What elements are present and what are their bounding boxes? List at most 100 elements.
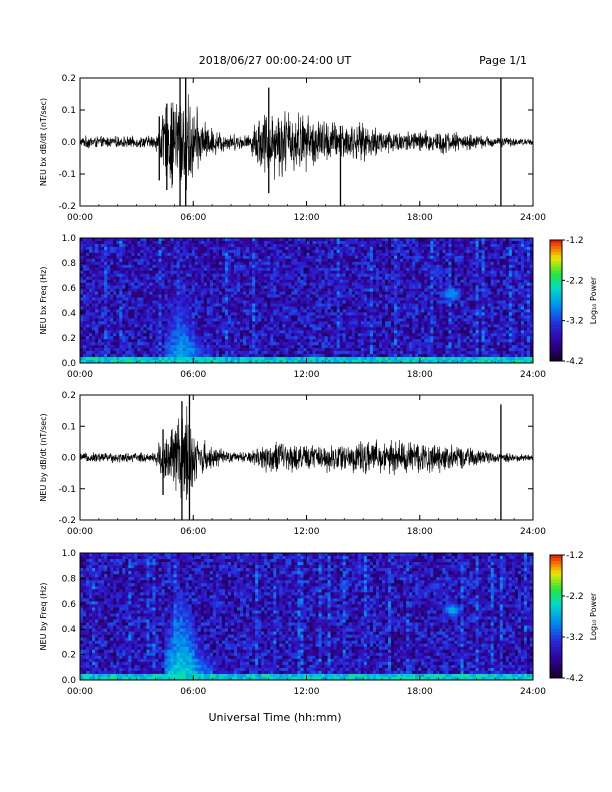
spectrogram-cell (415, 342, 419, 346)
spectrogram-cell (83, 321, 87, 325)
spectrogram-cell (194, 321, 199, 325)
spectrogram-cell (140, 354, 144, 358)
spectrogram-cell (394, 351, 398, 355)
spectrogram-cell (83, 303, 87, 307)
spectrogram-cell (354, 238, 359, 242)
spectrogram-cell (406, 309, 410, 313)
spectrogram-cell (122, 351, 126, 355)
spectrogram-cell (415, 261, 419, 266)
spectrogram-cell (161, 312, 165, 316)
spectrogram-cell (185, 345, 190, 349)
spectrogram-cell (107, 294, 111, 298)
spectrogram-cell (188, 348, 193, 352)
spectrogram-cell (291, 288, 295, 292)
spectrogram-cell (321, 270, 325, 275)
spectrogram-cell (291, 321, 295, 325)
spectrogram-cell (385, 291, 389, 295)
spectrogram-cell (345, 285, 350, 289)
spectrogram-cell (119, 315, 123, 319)
spectrogram-cell (185, 240, 190, 245)
spectrogram-cell (164, 351, 168, 355)
spectrogram-cell (107, 267, 111, 272)
spectrogram-cell (95, 291, 99, 295)
spectrogram-cell (113, 327, 117, 331)
spectrogram-cell (351, 306, 356, 310)
spectrogram-cell (369, 324, 374, 328)
spectrogram-cell (158, 306, 162, 310)
spectrogram-cell (291, 246, 295, 251)
spectrogram-cell (327, 342, 331, 346)
spectrogram-cell (101, 345, 105, 349)
spectrogram-cell (388, 243, 392, 248)
spectrogram-cell (119, 336, 123, 340)
spectrogram-cell (303, 249, 307, 254)
spectrogram-cell (330, 270, 334, 275)
spectrogram-cell (89, 249, 93, 254)
spectrogram-cell (318, 258, 322, 263)
spectrogram-cell (279, 360, 283, 364)
spectrogram-cell (403, 258, 407, 263)
spectrogram-cell (227, 360, 232, 364)
spectrogram-cell (369, 240, 374, 245)
spectrogram-cell (206, 246, 211, 251)
spectrogram-cell (400, 321, 404, 325)
spectrogram-cell (273, 261, 277, 266)
spectrogram-cell (134, 324, 138, 328)
spectrogram-cell (276, 258, 280, 263)
spectrogram-cell (215, 345, 220, 349)
spectrogram-cell (282, 357, 286, 361)
spectrogram-cell (421, 243, 425, 248)
spectrogram-cell (267, 339, 271, 343)
spectrogram-cell (382, 345, 386, 349)
spectrogram-cell (173, 258, 177, 263)
spectrogram-cell (327, 279, 331, 283)
spectrogram-cell (98, 243, 102, 248)
spectrogram-cell (333, 264, 337, 269)
spectrogram-cell (403, 306, 407, 310)
spectrogram-cell (194, 306, 199, 310)
spectrogram-cell (101, 354, 105, 358)
spectrogram-cell (312, 330, 316, 334)
spectrogram-cell (409, 249, 413, 254)
spectrogram-cell (234, 324, 238, 328)
spectrogram-cell (303, 273, 307, 277)
spectrogram-cell (288, 357, 292, 361)
spectrogram-cell (234, 351, 238, 355)
spectrogram-cell (258, 273, 262, 277)
spectrogram-cell (107, 324, 111, 328)
spectrogram-cell (409, 342, 413, 346)
spectrogram-cell (149, 288, 153, 292)
spectrogram-cell (200, 342, 205, 346)
spectrogram-cell (110, 351, 114, 355)
spectrogram-cell (333, 249, 337, 254)
spectrogram-cell (303, 318, 307, 322)
spectrogram-cell (173, 288, 177, 292)
spectrogram-cell (342, 324, 347, 328)
spectrogram-cell (206, 303, 211, 307)
spectrogram-cell (385, 327, 389, 331)
spectrogram-cell (300, 351, 304, 355)
spectrogram-cell (92, 351, 96, 355)
spectrogram-cell (427, 282, 431, 286)
spectrogram-cell (116, 297, 120, 301)
spectrogram-cell (357, 309, 362, 313)
spectrogram-cell (182, 345, 186, 349)
spectrogram-cell (276, 246, 280, 251)
spectrogram-cell (360, 291, 365, 295)
spectrogram-cell (424, 255, 428, 260)
spectrogram-cell (182, 330, 186, 334)
spectrogram-cell (388, 339, 392, 343)
spectrogram-cell (279, 291, 283, 295)
spectrogram-cell (234, 288, 238, 292)
spectrogram-cell (200, 309, 205, 313)
spectrogram-cell (421, 255, 425, 260)
spectrogram-cell (403, 240, 407, 245)
spectrogram-cell (122, 333, 126, 337)
spectrogram-cell (149, 255, 153, 260)
spectrogram-cell (391, 238, 395, 242)
spectrogram-cell (200, 252, 205, 257)
x-tick-label: 18:00 (407, 213, 433, 223)
spectrogram-cell (227, 351, 232, 355)
spectrogram-cell (149, 264, 153, 269)
spectrogram-cell (382, 351, 386, 355)
